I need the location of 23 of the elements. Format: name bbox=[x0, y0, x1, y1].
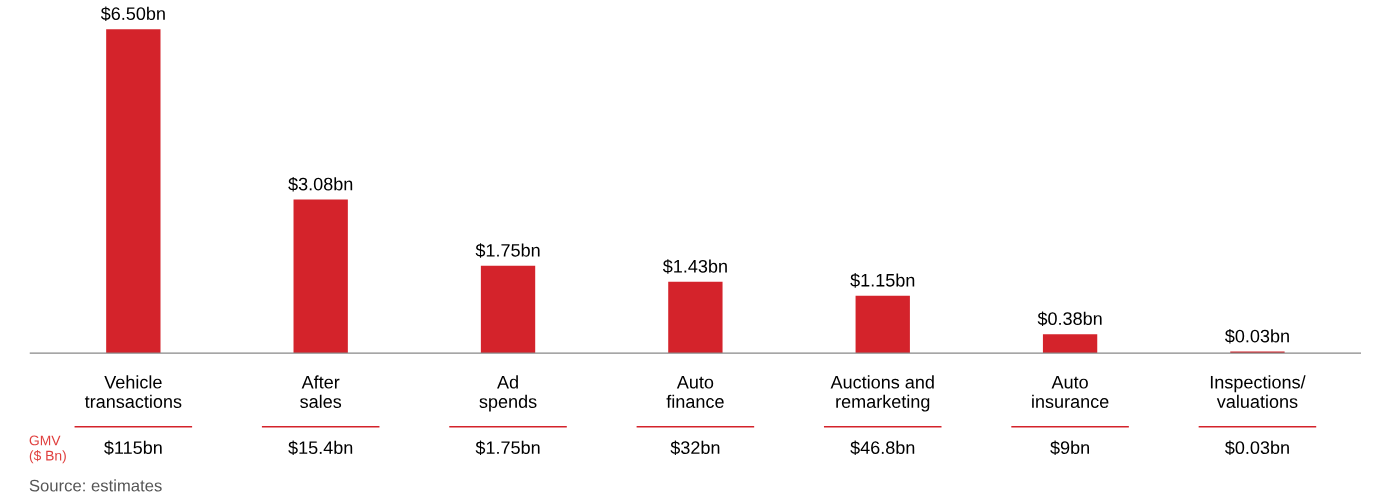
source-note: Source: estimates bbox=[29, 479, 162, 492]
x-tick-label: After sales bbox=[300, 375, 342, 409]
x-tick-label: Auto insurance bbox=[1032, 375, 1109, 409]
text: $9bn bbox=[1050, 440, 1089, 456]
text: $115bn bbox=[104, 440, 162, 456]
x-tick-label: Auctions and remarketing bbox=[830, 375, 934, 412]
text: $15.4bn bbox=[288, 440, 353, 456]
data-label: $1.43bn bbox=[662, 259, 727, 274]
text: $32bn bbox=[670, 440, 720, 456]
x-tick-label: Vehicle transactions bbox=[84, 375, 182, 409]
data-label: $1.15bn bbox=[850, 273, 915, 288]
data-label: $0.38bn bbox=[1037, 311, 1102, 327]
x-tick-label: Inspections/ valuations bbox=[1210, 375, 1306, 409]
x-tick-label: Auto finance bbox=[666, 375, 724, 409]
x-tick-label: Ad spends bbox=[479, 375, 537, 412]
text: $1.75bn bbox=[475, 440, 540, 456]
data-label: $6.50bn bbox=[100, 6, 165, 22]
text: GMV ($ Bn) bbox=[29, 435, 66, 464]
text: $46.8bn bbox=[850, 440, 915, 456]
data-label: $3.08bn bbox=[288, 176, 353, 192]
data-label: $0.03bn bbox=[1225, 328, 1289, 344]
data-label: $1.75bn bbox=[475, 243, 540, 258]
text: $0.03bn bbox=[1225, 440, 1289, 456]
